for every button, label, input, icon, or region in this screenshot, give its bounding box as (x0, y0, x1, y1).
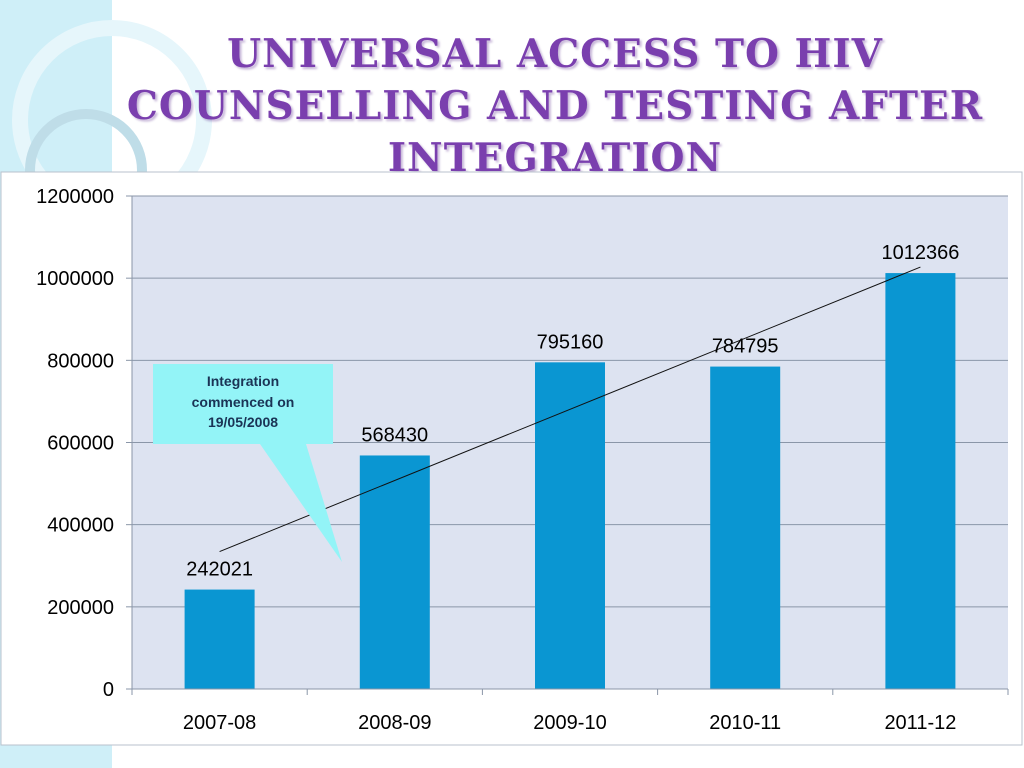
x-tick-label: 2007-08 (183, 712, 256, 734)
y-tick-label: 0 (103, 679, 114, 701)
y-tick-label: 200000 (47, 597, 114, 619)
bars (184, 273, 956, 689)
callout-box (153, 364, 342, 562)
data-label: 568430 (361, 424, 428, 446)
callout: Integration commenced on 19/05/2008 (153, 364, 342, 562)
x-tick-label: 2011-12 (884, 712, 956, 734)
bar (885, 273, 956, 689)
x-tick-label: 2008-09 (358, 712, 431, 734)
y-tick-label: 1000000 (36, 268, 114, 290)
y-tick-label: 600000 (47, 433, 114, 455)
bar (710, 366, 781, 689)
y-tick-label: 1200000 (36, 186, 114, 208)
data-label: 795160 (537, 331, 604, 353)
callout-line-2: commenced on (192, 394, 295, 410)
data-label: 242021 (186, 559, 253, 581)
x-tick-label: 2009-10 (533, 712, 606, 734)
bar (184, 589, 255, 689)
labels: 0 200000 400000 600000 800000 1000000 1200000 2… (36, 186, 959, 734)
y-tick-label: 800000 (47, 350, 114, 372)
trend-line (219, 266, 921, 553)
callout-line-1: Integration (207, 373, 279, 389)
data-label: 1012366 (881, 242, 959, 264)
x-tick-label: 2010-11 (709, 712, 781, 734)
bar (359, 455, 430, 689)
callout-line-3: 19/05/2008 (208, 414, 278, 430)
bar (535, 362, 605, 689)
data-label: 784795 (712, 336, 779, 358)
axes (126, 195, 1009, 695)
y-tick-label: 400000 (47, 515, 114, 537)
